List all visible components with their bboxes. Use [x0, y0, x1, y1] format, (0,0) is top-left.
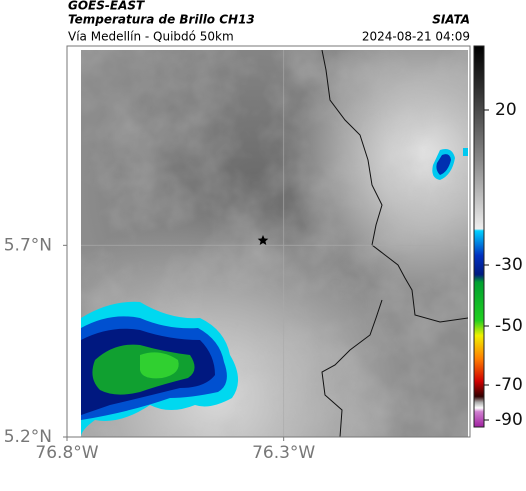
colorbar-tick-label: -50	[495, 316, 523, 336]
map-frame	[66, 45, 471, 438]
colorbar-tick-label: 20	[495, 100, 517, 120]
colorbar	[473, 45, 485, 428]
location-marker	[257, 235, 269, 245]
subtitle: Vía Medellín - Quibdó 50km	[68, 30, 234, 44]
timestamp: 2024-08-21 04:09	[362, 30, 470, 44]
colorbar-tick-label: -90	[495, 410, 523, 430]
x-tick-label: 76.8°W	[35, 443, 98, 463]
x-tick-label: 76.3°W	[252, 443, 315, 463]
colorbar-tick-label: -70	[495, 375, 523, 395]
colorbar-tick-label: -30	[495, 255, 523, 275]
source: GOES-EAST	[68, 0, 145, 13]
y-tick-label: 5.7°N	[4, 235, 52, 255]
borders	[321, 50, 468, 437]
y-tick-label: 5.2°N	[4, 427, 52, 447]
agency: SIATA	[432, 13, 470, 27]
title: Temperatura de Brillo CH13	[68, 13, 255, 27]
satellite-image	[81, 50, 468, 437]
